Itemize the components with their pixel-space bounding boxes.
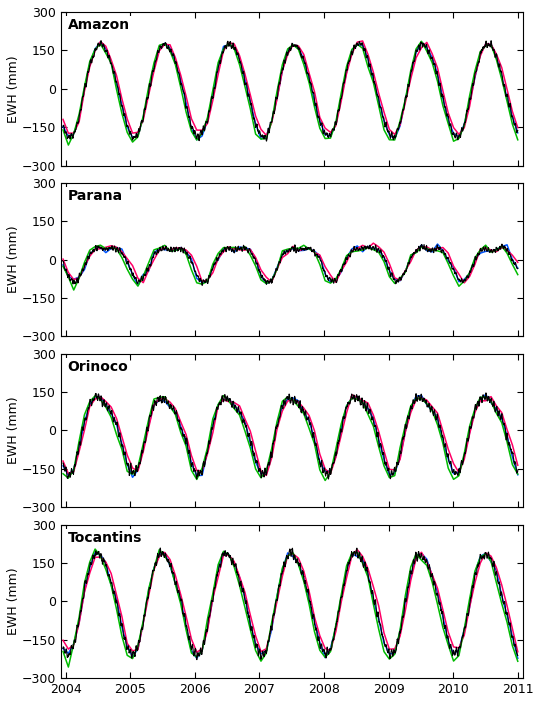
Text: Orinoco: Orinoco bbox=[68, 360, 128, 374]
Y-axis label: EWH (mm): EWH (mm) bbox=[7, 396, 20, 464]
Text: Parana: Parana bbox=[68, 189, 123, 203]
Y-axis label: EWH (mm): EWH (mm) bbox=[7, 55, 20, 122]
Y-axis label: EWH (mm): EWH (mm) bbox=[7, 567, 20, 636]
Text: Amazon: Amazon bbox=[68, 18, 130, 32]
Text: Tocantins: Tocantins bbox=[68, 531, 142, 545]
Y-axis label: EWH (mm): EWH (mm) bbox=[7, 226, 20, 293]
